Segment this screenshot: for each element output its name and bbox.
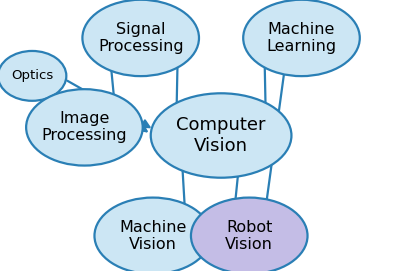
- Ellipse shape: [26, 89, 142, 166]
- Text: Computer
Vision: Computer Vision: [176, 117, 265, 154]
- Ellipse shape: [190, 198, 307, 271]
- Text: Robot
Vision: Robot Vision: [225, 220, 273, 252]
- Ellipse shape: [150, 93, 291, 178]
- Ellipse shape: [82, 0, 198, 76]
- Ellipse shape: [243, 0, 359, 76]
- Text: Machine
Learning: Machine Learning: [266, 22, 336, 54]
- Ellipse shape: [0, 51, 66, 101]
- Text: Optics: Optics: [11, 69, 53, 82]
- Text: Machine
Vision: Machine Vision: [119, 220, 186, 252]
- Text: Image
Processing: Image Processing: [42, 111, 127, 143]
- Ellipse shape: [94, 198, 211, 271]
- Text: Signal
Processing: Signal Processing: [98, 22, 183, 54]
